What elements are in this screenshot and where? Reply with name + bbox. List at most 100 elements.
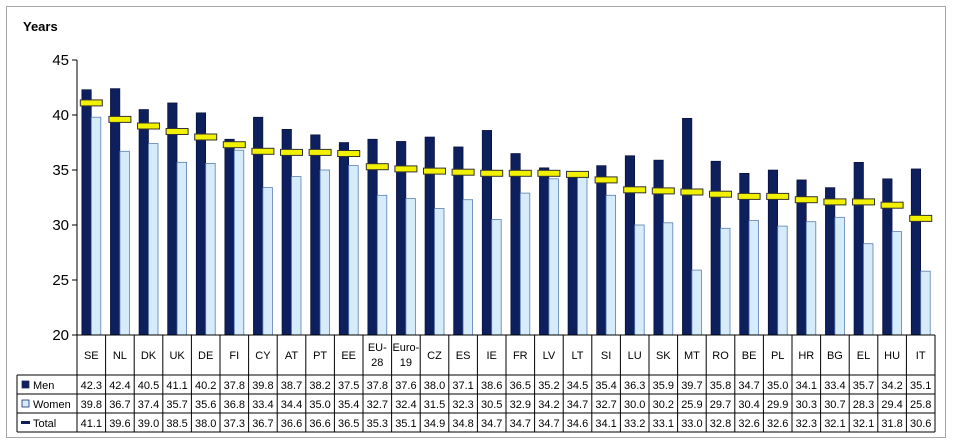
- data-label: 39.6: [109, 418, 130, 430]
- data-label: 33.0: [681, 418, 702, 430]
- data-label: 33.4: [824, 380, 845, 392]
- bar-men: [539, 167, 550, 336]
- data-label: 35.2: [538, 380, 559, 392]
- y-tick-label: 25: [52, 272, 69, 289]
- y-tick-label: 40: [52, 107, 69, 124]
- bar-women: [262, 187, 273, 336]
- data-label: 36.8: [224, 399, 245, 411]
- data-label: 34.5: [567, 380, 588, 392]
- data-label: 39.7: [681, 380, 702, 392]
- data-label: 39.8: [252, 380, 273, 392]
- bar-men: [195, 112, 206, 336]
- category-label: Euro-: [392, 342, 419, 354]
- data-label: 32.3: [796, 418, 817, 430]
- data-label: 38.5: [166, 418, 187, 430]
- bar-women: [148, 143, 159, 336]
- bar-men: [825, 187, 836, 336]
- data-label: 33.1: [653, 418, 674, 430]
- data-label: 36.6: [281, 418, 302, 430]
- data-label: 30.6: [910, 418, 931, 430]
- bar-men: [510, 153, 521, 336]
- marker-total: [737, 192, 761, 200]
- data-label: 39.8: [81, 399, 102, 411]
- data-label: 30.7: [824, 399, 845, 411]
- bar-women: [777, 225, 788, 336]
- bar-women: [462, 199, 474, 336]
- data-label: 35.9: [653, 380, 674, 392]
- category-label: MT: [684, 350, 700, 362]
- category-label: BE: [742, 350, 757, 362]
- data-label: 42.4: [109, 380, 130, 392]
- data-label: 37.8: [367, 380, 388, 392]
- bar-men: [167, 102, 178, 336]
- bar-men: [138, 109, 149, 336]
- marker-total: [623, 186, 647, 194]
- category-label: LV: [543, 350, 556, 362]
- data-label: 32.4: [395, 399, 416, 411]
- data-label: 34.2: [881, 380, 902, 392]
- data-label: 31.8: [881, 418, 902, 430]
- data-label: 30.4: [738, 399, 759, 411]
- bar-men: [81, 89, 92, 336]
- marker-total: [451, 168, 475, 176]
- data-label: 40.5: [138, 380, 159, 392]
- marker-total: [337, 150, 361, 157]
- y-tick-label: 45: [52, 52, 69, 69]
- marker-total: [508, 169, 532, 177]
- bar-women: [805, 221, 817, 336]
- bar-men: [596, 165, 607, 336]
- bar-women: [233, 149, 245, 336]
- category-label: HR: [798, 350, 814, 362]
- category-label: CZ: [427, 350, 442, 362]
- data-label: 36.3: [624, 380, 645, 392]
- marker-total: [194, 133, 218, 141]
- data-label: 32.8: [710, 418, 731, 430]
- data-label: 33.4: [252, 399, 273, 411]
- data-label: 34.4: [281, 399, 302, 411]
- category-label: DK: [141, 350, 157, 362]
- bar-men: [281, 129, 292, 336]
- bar-women: [205, 162, 216, 336]
- category-label: CY: [255, 350, 271, 362]
- bar-women: [720, 227, 731, 336]
- data-label: 41.1: [81, 418, 102, 430]
- category-label: IT: [916, 350, 926, 362]
- data-label: 35.7: [853, 380, 874, 392]
- category-label: LU: [628, 350, 642, 362]
- bar-men: [310, 134, 321, 336]
- data-label: 30.2: [653, 399, 674, 411]
- legend-label: Women: [33, 399, 71, 411]
- category-label: RO: [712, 350, 729, 362]
- legend-label: Total: [33, 418, 56, 430]
- legend-key: [21, 380, 30, 389]
- bar-men: [710, 160, 721, 336]
- legend-key: [21, 399, 30, 408]
- data-label: 34.7: [481, 418, 502, 430]
- chart-frame: Years 20 25 30 35 40 45 SE NL DK UK DE FI CY AT PT EE EU-…: [6, 6, 946, 438]
- bar-men: [910, 168, 922, 336]
- bar-women: [834, 216, 845, 336]
- bar-women: [376, 194, 388, 336]
- bar-men: [682, 118, 693, 336]
- marker-total: [766, 192, 790, 200]
- data-label: 36.6: [309, 418, 330, 430]
- category-label: SE: [84, 350, 99, 362]
- y-tick-label: 20: [52, 327, 69, 344]
- data-label: 34.1: [796, 380, 817, 392]
- data-label: 35.4: [595, 380, 616, 392]
- data-label: 32.7: [595, 399, 616, 411]
- bar-women: [605, 194, 616, 336]
- category-label: AT: [285, 350, 299, 362]
- data-label: 25.8: [910, 399, 931, 411]
- marker-total: [537, 169, 561, 177]
- bar-women: [405, 198, 416, 336]
- marker-total: [594, 176, 618, 184]
- marker-total: [651, 187, 675, 195]
- bar-men: [224, 138, 235, 336]
- category-label: EL: [857, 350, 870, 362]
- bar-men: [624, 155, 636, 336]
- category-label: EU-: [368, 342, 387, 354]
- data-label: 34.7: [538, 418, 559, 430]
- data-label: 35.3: [367, 418, 388, 430]
- category-label: SK: [656, 350, 671, 362]
